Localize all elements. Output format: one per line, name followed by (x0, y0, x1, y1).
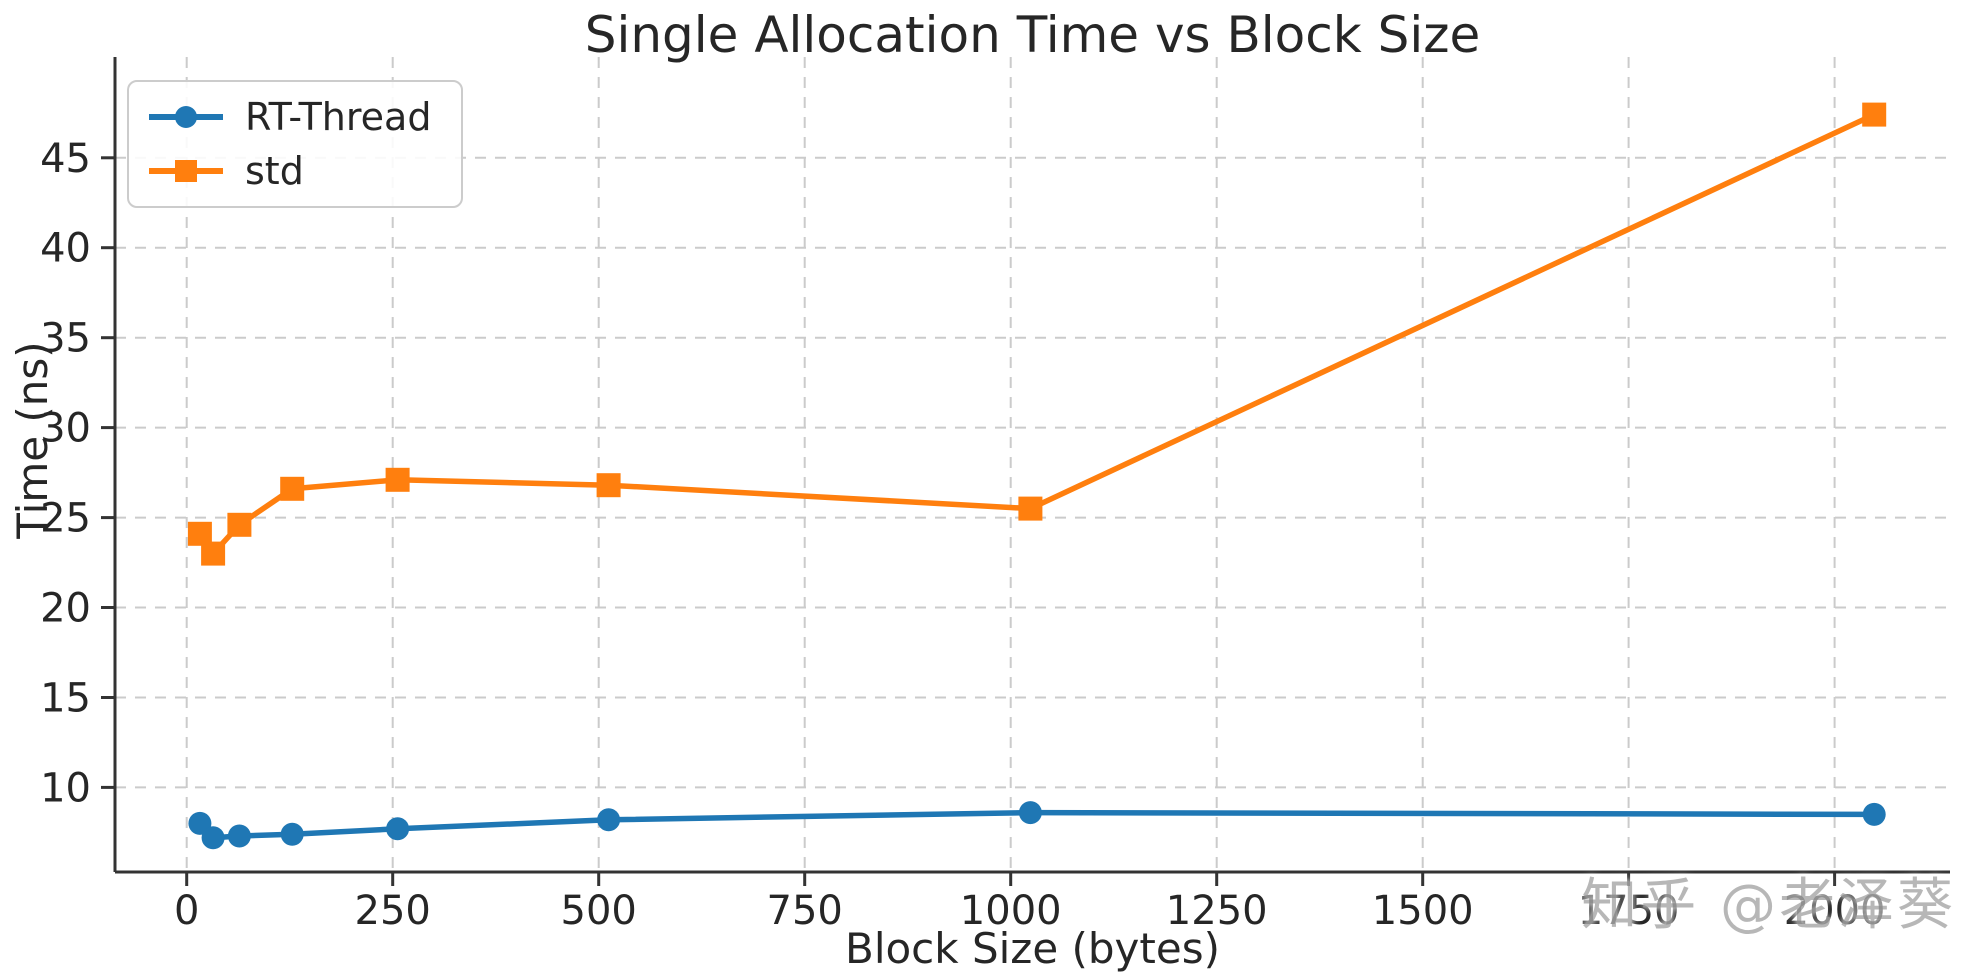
x-axis-label: Block Size (bytes) (845, 924, 1220, 973)
svg-text:40: 40 (40, 226, 91, 272)
svg-text:1000: 1000 (960, 888, 1062, 934)
svg-text:500: 500 (561, 888, 637, 934)
y-axis-label: Time (ns) (8, 341, 57, 539)
svg-text:15: 15 (40, 676, 91, 722)
legend-swatch-line-square-icon (149, 158, 223, 184)
watermark: 知乎 @老泽葵 (1581, 873, 1956, 938)
legend-entry-std: std (149, 152, 431, 190)
svg-text:10: 10 (40, 765, 91, 811)
svg-text:0: 0 (174, 888, 199, 934)
legend-label-std: std (245, 149, 304, 193)
legend-label-rt-thread: RT-Thread (245, 95, 432, 139)
svg-text:2000: 2000 (1784, 888, 1886, 934)
legend-swatch-line-circle-icon (149, 104, 223, 130)
svg-text:1750: 1750 (1578, 888, 1680, 934)
svg-text:750: 750 (767, 888, 843, 934)
chart-title: Single Allocation Time vs Block Size (584, 6, 1481, 64)
legend: RT-Thread std (127, 80, 464, 208)
svg-text:1500: 1500 (1372, 888, 1474, 934)
svg-text:1250: 1250 (1166, 888, 1268, 934)
legend-entry-rt-thread: RT-Thread (149, 98, 431, 136)
svg-text:35: 35 (40, 316, 91, 362)
svg-text:20: 20 (40, 586, 91, 632)
svg-text:25: 25 (40, 496, 91, 542)
svg-text:30: 30 (40, 406, 91, 452)
svg-text:250: 250 (355, 888, 431, 934)
svg-text:45: 45 (40, 136, 91, 182)
